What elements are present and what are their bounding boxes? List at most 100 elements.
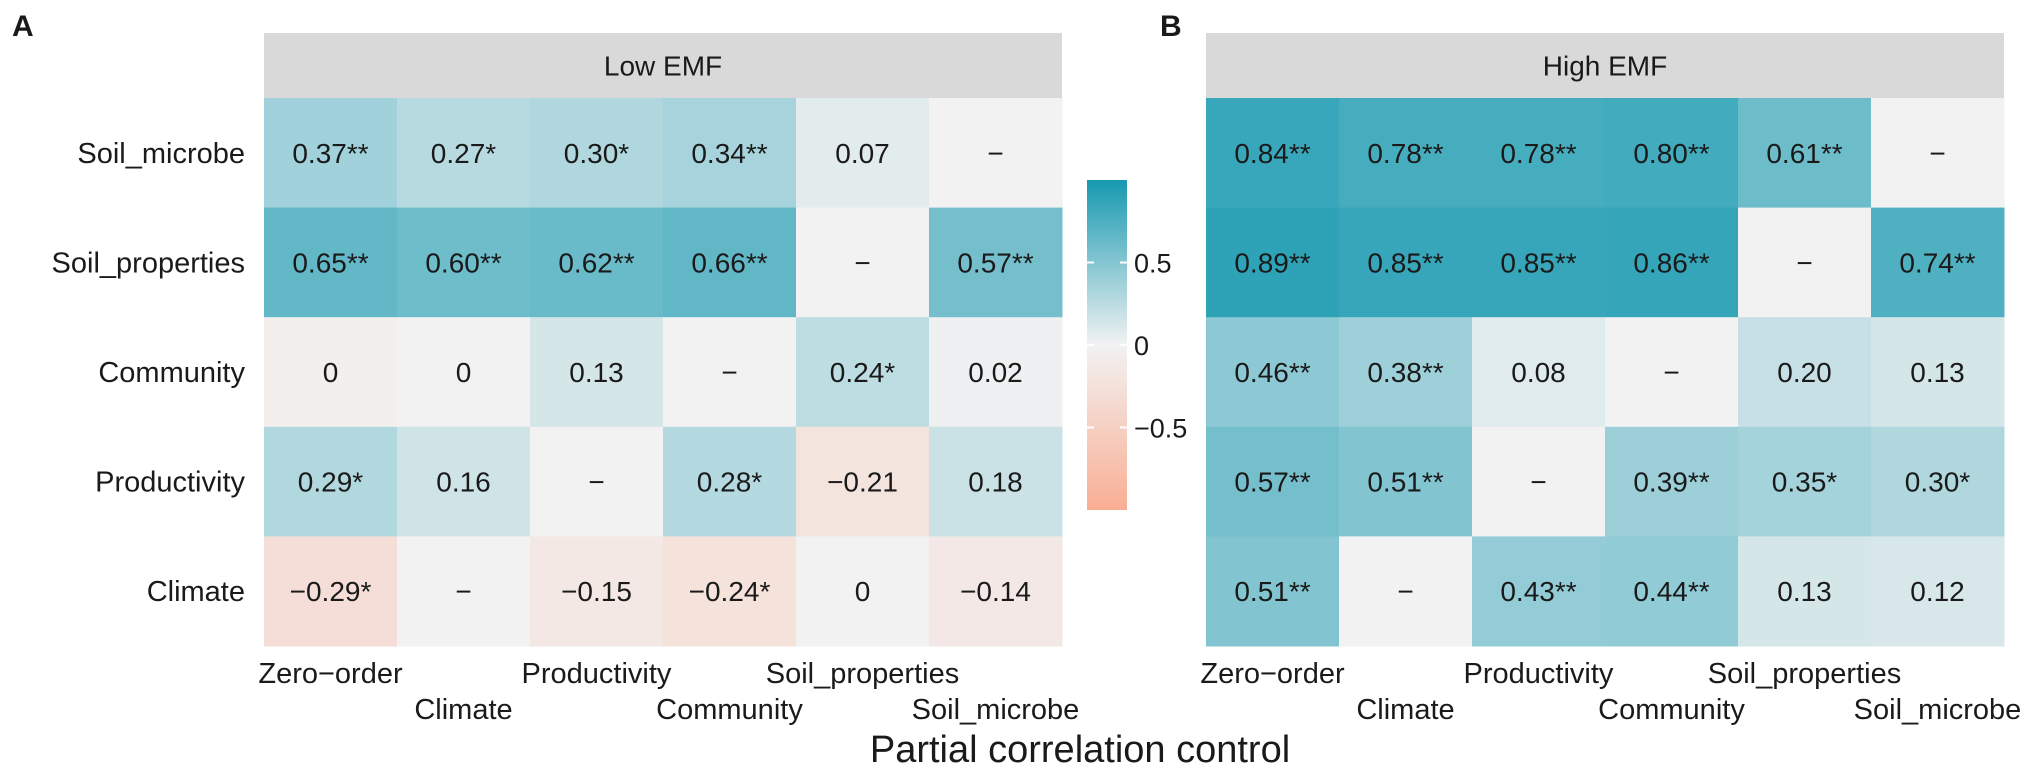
heatmap-cell (397, 317, 531, 428)
heatmap-cell (1206, 207, 1340, 318)
cell-label: −0.15 (561, 576, 632, 607)
cell-label: 0.02 (968, 357, 1023, 388)
column-label: Soil_microbe (912, 694, 1080, 726)
cell-label: 0.74** (1899, 247, 1975, 278)
heatmap-cell (530, 536, 664, 647)
heatmap-cell (530, 207, 664, 318)
cell-label: 0.51** (1234, 576, 1310, 607)
heatmap-cell (1738, 98, 1872, 209)
column-label: Climate (1356, 694, 1454, 726)
cell-label: 0.18 (968, 467, 1023, 498)
cell-label: − (1796, 247, 1812, 278)
heatmap-cell (264, 207, 398, 318)
cell-label: 0.13 (569, 357, 624, 388)
heatmap-cell (1339, 98, 1473, 209)
heatmap-cell (929, 98, 1063, 209)
cell-label: − (1929, 138, 1945, 169)
panel-letter: A (12, 10, 34, 43)
cell-label: −0.29* (290, 576, 372, 607)
heatmap-cell (1339, 207, 1473, 318)
heatmap-panels: A Low EMF 0.37** 0.27* 0.30* 0.34** 0.07 − 0.65*… (12, 10, 2021, 726)
cell-label: 0.29* (298, 467, 363, 498)
cell-label: −0.24* (689, 576, 771, 607)
heatmap-cell (397, 536, 531, 647)
heatmap-cell (663, 426, 797, 537)
cell-label: 0.37** (292, 138, 368, 169)
row-label: Community (98, 357, 245, 389)
heatmap-cell (1871, 98, 2005, 209)
cell-label: 0.85** (1367, 247, 1443, 278)
cell-label: 0.85** (1500, 247, 1576, 278)
heatmap-cell (796, 207, 930, 318)
cell-label: 0.84** (1234, 138, 1310, 169)
heatmap-cell (929, 207, 1063, 318)
heatmap-cell (929, 426, 1063, 537)
heatmap-cell (796, 317, 930, 428)
heatmap-cell (397, 426, 531, 537)
heatmap-cell (1605, 317, 1739, 428)
heatmap-cell (1472, 317, 1606, 428)
heatmap-cell (1605, 98, 1739, 209)
heatmap-cell (1738, 207, 1872, 318)
cell-label: − (1397, 576, 1413, 607)
heatmap-cell (1871, 536, 2005, 647)
cell-label: 0.57** (957, 247, 1033, 278)
cell-label: 0 (456, 357, 472, 388)
column-label: Community (656, 694, 803, 726)
facet-strip (1206, 33, 2004, 98)
heatmap-cell (1339, 317, 1473, 428)
cell-label: 0.57** (1234, 467, 1310, 498)
heatmap-cell (663, 536, 797, 647)
heatmap-cell (397, 207, 531, 318)
cell-label: − (1530, 467, 1546, 498)
cell-label: 0.78** (1367, 138, 1443, 169)
cell-label: 0.24* (830, 357, 895, 388)
heatmap-cell (1206, 536, 1340, 647)
heatmap-cell (929, 317, 1063, 428)
heatmap-cell (929, 536, 1063, 647)
heatmap-cell (1472, 426, 1606, 537)
row-label: Productivity (95, 467, 245, 499)
cell-label: 0.43** (1500, 576, 1576, 607)
cell-label: 0.44** (1633, 576, 1709, 607)
heatmap-cell (1206, 98, 1340, 209)
cell-label: 0.13 (1910, 357, 1965, 388)
cell-label: 0.16 (436, 467, 491, 498)
cell-label: 0.35* (1772, 467, 1837, 498)
heatmap-cell (663, 207, 797, 318)
heatmap-cell (530, 426, 664, 537)
cell-label: 0.61** (1766, 138, 1842, 169)
cell-label: − (455, 576, 471, 607)
panel-letter: B (1160, 10, 1182, 43)
cell-label: 0.89** (1234, 247, 1310, 278)
heatmap-cell (530, 98, 664, 209)
heatmap-cell (1605, 536, 1739, 647)
cell-label: −0.14 (960, 576, 1031, 607)
panel-a: A Low EMF 0.37** 0.27* 0.30* 0.34** 0.07 − 0.65*… (12, 10, 1079, 726)
cell-label: 0.51** (1367, 467, 1443, 498)
heatmap-cell (796, 536, 930, 647)
heatmap-cell (1605, 207, 1739, 318)
heatmap-cell (397, 98, 531, 209)
facet-strip (264, 33, 1062, 98)
cell-label: 0.66** (691, 247, 767, 278)
cell-label: − (588, 467, 604, 498)
cell-label: 0 (855, 576, 871, 607)
cell-label: 0.80** (1633, 138, 1709, 169)
cell-label: 0.62** (558, 247, 634, 278)
legend-tick-label: 0 (1134, 331, 1149, 361)
heatmap-cell (663, 317, 797, 428)
heatmap-cell (264, 317, 398, 428)
cell-label: 0.38** (1367, 357, 1443, 388)
column-label: Zero−order (1200, 658, 1345, 690)
cell-label: − (987, 138, 1003, 169)
legend-tick-label: 0.5 (1134, 249, 1172, 279)
column-label: Community (1598, 694, 1745, 726)
cell-label: 0.28* (697, 467, 762, 498)
cell-label: 0.86** (1633, 247, 1709, 278)
cell-label: 0.08 (1511, 357, 1566, 388)
heatmap-cell (1871, 317, 2005, 428)
heatmap-cell (1738, 426, 1872, 537)
heatmap-cell (796, 426, 930, 537)
